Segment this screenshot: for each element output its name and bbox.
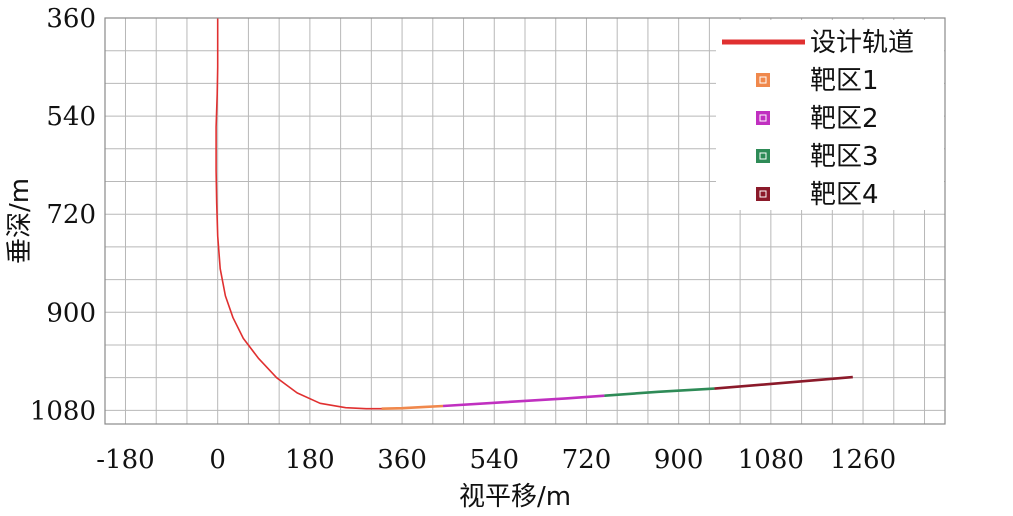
- series-line-2: [381, 404, 444, 410]
- y-tick-label: 1080: [30, 396, 96, 426]
- x-tick-label: 0: [209, 445, 226, 475]
- legend-swatch-marker-core: [759, 190, 767, 198]
- y-tick-labels: 360 540 720 900 1080: [30, 4, 96, 426]
- y-tick-label: 900: [46, 298, 96, 328]
- grid-lines: [105, 18, 945, 424]
- x-tick-label: 1080: [738, 445, 804, 475]
- x-tick-label: 1260: [830, 445, 896, 475]
- legend-label: 设计轨道: [810, 28, 914, 58]
- y-axis-title: 垂深/m: [5, 178, 35, 264]
- legend-swatch-marker: [756, 149, 770, 163]
- series-line-1: [215, 18, 400, 410]
- x-tick-label: 540: [469, 445, 519, 475]
- legend-swatch-marker-core: [759, 76, 767, 84]
- y-tick-label: 540: [46, 102, 96, 132]
- plot-frame: [104, 17, 946, 425]
- legend-label: 靶区3: [810, 142, 879, 172]
- x-tick-label: 360: [377, 445, 427, 475]
- legend-swatch-marker: [756, 187, 770, 201]
- legend-swatch-marker: [756, 73, 770, 87]
- x-axis-title: 视平移/m: [459, 482, 571, 512]
- legend-box: [716, 20, 944, 210]
- legend-swatch-marker: [756, 111, 770, 125]
- legend-swatch-marker-core: [759, 152, 767, 160]
- x-tick-label: 180: [285, 445, 335, 475]
- series-line-3: [442, 394, 605, 408]
- legend-swatch-marker-core: [759, 114, 767, 122]
- legend-label: 靶区2: [810, 104, 879, 134]
- x-tick-label: -180: [96, 445, 154, 475]
- legend-label: 靶区1: [810, 66, 879, 96]
- x-tick-label: 720: [562, 445, 612, 475]
- y-tick-label: 720: [46, 200, 96, 230]
- y-tick-label: 360: [46, 4, 96, 34]
- x-tick-label: 900: [654, 445, 704, 475]
- series-line-5: [714, 375, 853, 390]
- x-tick-labels: -180 0 180 360 540 720 900 1080 1260: [96, 445, 896, 475]
- series-layer: [215, 18, 853, 410]
- series-line-4: [604, 387, 715, 397]
- legend-label: 靶区4: [810, 180, 879, 210]
